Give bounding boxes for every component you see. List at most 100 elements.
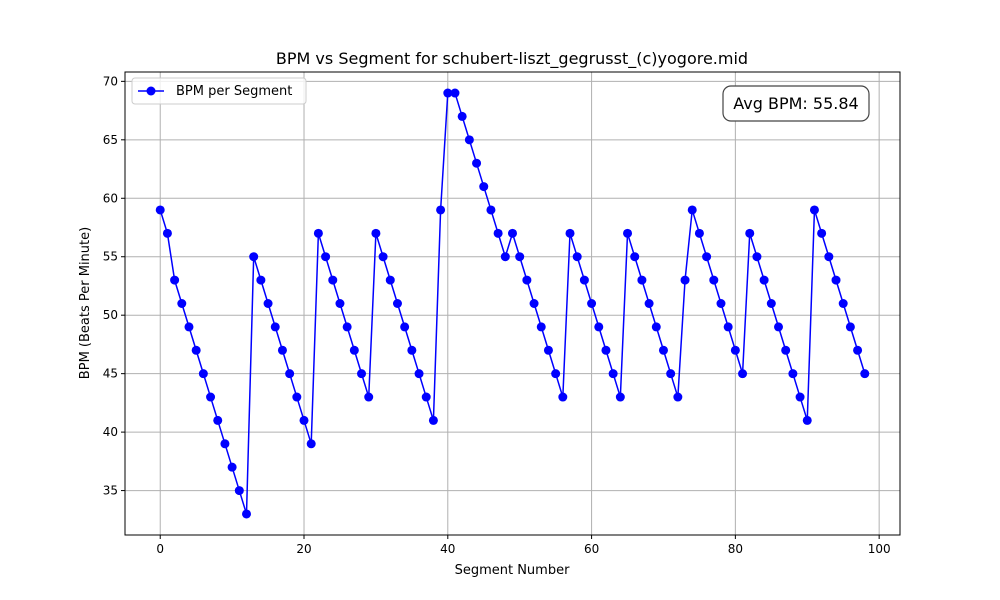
data-point [802,415,812,425]
data-point [328,275,338,285]
data-point [342,322,352,332]
data-point [594,322,604,332]
data-point [694,228,704,238]
legend-label: BPM per Segment [176,84,292,99]
data-point [853,345,863,355]
x-tick-label: 80 [728,542,743,556]
data-point [277,345,287,355]
x-tick-label: 0 [156,542,164,556]
x-tick-label: 20 [296,542,311,556]
data-point [335,299,345,308]
data-point [263,299,273,308]
data-point [428,415,438,425]
data-point [838,299,848,308]
avg-annotation: Avg BPM: 55.84 [722,85,870,122]
data-point [299,415,309,425]
data-point [515,252,525,262]
data-point [745,228,755,238]
data-point [241,509,251,519]
data-point [529,299,539,308]
data-point [256,275,266,285]
y-tick-label: 70 [103,74,118,88]
data-point [673,392,683,402]
data-point [162,228,172,238]
y-tick-label: 65 [103,133,118,147]
data-point [809,205,819,215]
data-point [464,135,474,145]
data-point [766,299,776,308]
data-point [349,345,359,355]
data-point [608,369,618,379]
data-point [536,322,546,332]
data-point [651,322,661,332]
data-point [436,205,446,215]
data-point [357,369,367,379]
plot-frame [124,71,901,536]
grid-lines [125,72,900,535]
data-point [421,392,431,402]
data-point [759,275,769,285]
y-tick-label: 35 [103,484,118,498]
data-point [378,252,388,262]
y-tick-label: 55 [103,250,118,264]
data-point [623,228,633,238]
data-point [371,228,381,238]
data-point [364,392,374,402]
data-point [543,345,553,355]
data-point [385,275,395,285]
series-layer [155,88,870,519]
data-point [558,392,568,402]
data-point [687,205,697,215]
x-tick-label: 60 [584,542,599,556]
data-point [738,369,748,379]
data-point [270,322,280,332]
data-point [313,228,323,238]
data-point [817,228,827,238]
annotation-box [722,85,870,122]
data-point [630,252,640,262]
x-tick-label: 100 [868,542,891,556]
data-point [680,275,690,285]
data-point [486,205,496,215]
data-point [658,345,668,355]
data-point [213,415,223,425]
data-point [155,205,165,215]
data-point [774,322,784,332]
data-point [730,345,740,355]
data-point [824,252,834,262]
data-point [191,345,201,355]
data-point [493,228,503,238]
data-point [788,369,798,379]
data-point [450,88,460,98]
data-point [565,228,575,238]
data-point [637,275,647,285]
data-point [781,345,791,355]
data-point [579,275,589,285]
data-point [472,158,482,168]
data-point [220,439,230,449]
data-point [572,252,582,262]
data-point [702,252,712,262]
data-point [321,252,331,262]
data-point [831,275,841,285]
x-axis-label: Segment Number [455,563,571,578]
legend: BPM per Segment [131,77,307,105]
data-point [666,369,676,379]
data-point [860,369,870,379]
data-point [752,252,762,262]
y-tick-label: 50 [103,308,118,322]
data-point [292,392,302,402]
y-tick-label: 40 [103,425,118,439]
data-point [644,299,654,308]
data-point [457,111,467,121]
data-point [234,486,244,496]
legend-marker-swatch [146,86,156,96]
x-tick-label: 40 [440,542,455,556]
data-point [170,275,180,285]
data-point [615,392,625,402]
data-point [414,369,424,379]
chart-title: BPM vs Segment for schubert-liszt_gegrus… [276,49,748,69]
data-point [400,322,410,332]
data-point [551,369,561,379]
